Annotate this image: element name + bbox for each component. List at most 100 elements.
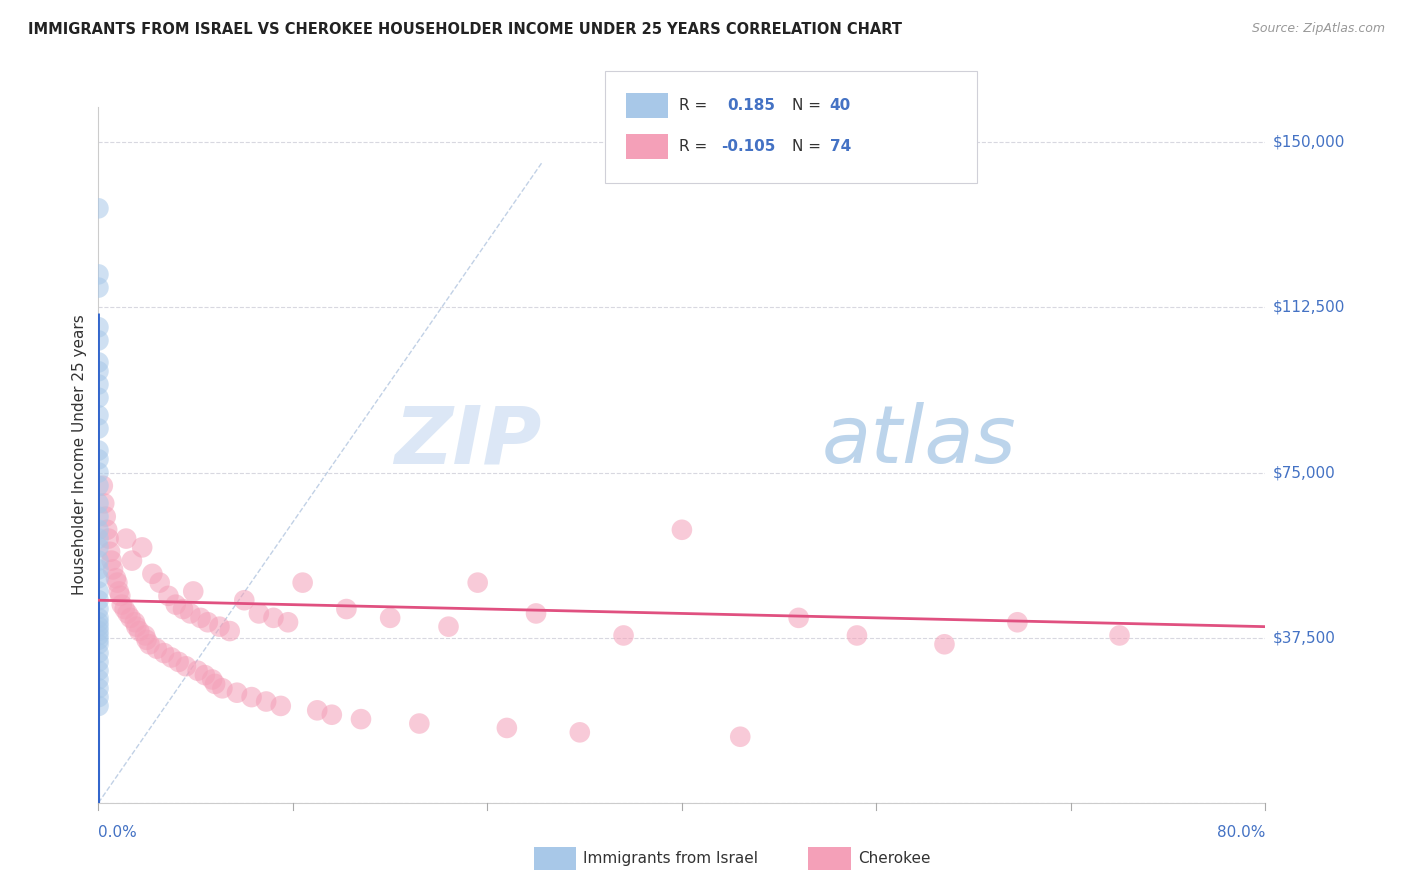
Point [467,575,489,590]
Point [201,673,224,687]
Point [87,673,110,687]
Text: atlas: atlas [823,402,1017,480]
Point [114,602,136,616]
Text: Cherokee: Cherokee [858,851,931,865]
Y-axis label: Householder Income Under 25 years: Householder Income Under 25 years [72,315,87,595]
Point [187,664,209,678]
Point [87,632,110,647]
Point [87,364,110,378]
Point [101,562,124,576]
Text: 0.185: 0.185 [727,98,775,112]
Point [87,452,110,467]
Point [124,615,146,630]
Text: Source: ZipAtlas.com: Source: ZipAtlas.com [1251,22,1385,36]
Text: R =: R = [679,139,713,153]
Point [87,532,110,546]
Text: 80.0%: 80.0% [1218,825,1265,840]
Point [87,377,110,392]
Point [138,637,160,651]
Point [146,641,169,656]
Point [495,721,517,735]
Point [153,646,176,660]
Point [87,496,110,510]
Point [97,532,120,546]
Point [105,575,128,590]
Point [240,690,263,705]
Point [167,655,190,669]
Point [110,589,132,603]
Point [179,607,201,621]
Point [121,553,143,567]
Text: 40: 40 [830,98,851,112]
Point [125,620,148,634]
Point [115,532,138,546]
Point [87,690,110,705]
Point [87,479,110,493]
Point [87,421,110,435]
Point [934,637,956,651]
Point [190,611,212,625]
Point [87,509,110,524]
Point [87,280,110,294]
Point [87,409,110,423]
Point [194,668,217,682]
Point [211,681,233,696]
Point [335,602,357,616]
Point [233,593,256,607]
Point [197,615,219,630]
Text: Immigrants from Israel: Immigrants from Israel [583,851,758,865]
Point [612,628,634,642]
Point [87,628,110,642]
Point [87,268,110,282]
Point [254,694,277,708]
Point [524,607,547,621]
Point [98,545,121,559]
Point [87,541,110,555]
Text: $37,500: $37,500 [1272,630,1336,645]
Point [87,584,110,599]
Text: 74: 74 [830,139,851,153]
Point [87,355,110,369]
Point [218,624,240,638]
Point [87,466,110,480]
Point [149,575,172,590]
Point [135,632,157,647]
Point [787,611,810,625]
Point [172,602,194,616]
Point [87,202,110,216]
Point [100,553,122,567]
Point [120,611,142,625]
Point [1007,615,1029,630]
Point [108,584,131,599]
Point [87,620,110,634]
Point [87,664,110,678]
Text: N =: N = [792,98,821,112]
Point [94,509,117,524]
Point [87,611,110,625]
Point [87,681,110,696]
Point [1108,628,1130,642]
Point [87,571,110,585]
Point [321,707,343,722]
Point [87,320,110,334]
Point [174,659,197,673]
Point [408,716,430,731]
Point [87,553,110,567]
Point [93,496,115,510]
Point [131,541,153,555]
Text: N =: N = [792,139,821,153]
Point [117,607,139,621]
Point [91,479,114,493]
Point [671,523,693,537]
Text: $150,000: $150,000 [1272,135,1344,150]
Point [226,686,249,700]
Point [350,712,373,726]
Point [204,677,226,691]
Point [96,523,118,537]
Text: $112,500: $112,500 [1272,300,1344,315]
Point [378,611,402,625]
Point [111,598,134,612]
Point [87,334,110,348]
Point [160,650,183,665]
Point [87,593,110,607]
